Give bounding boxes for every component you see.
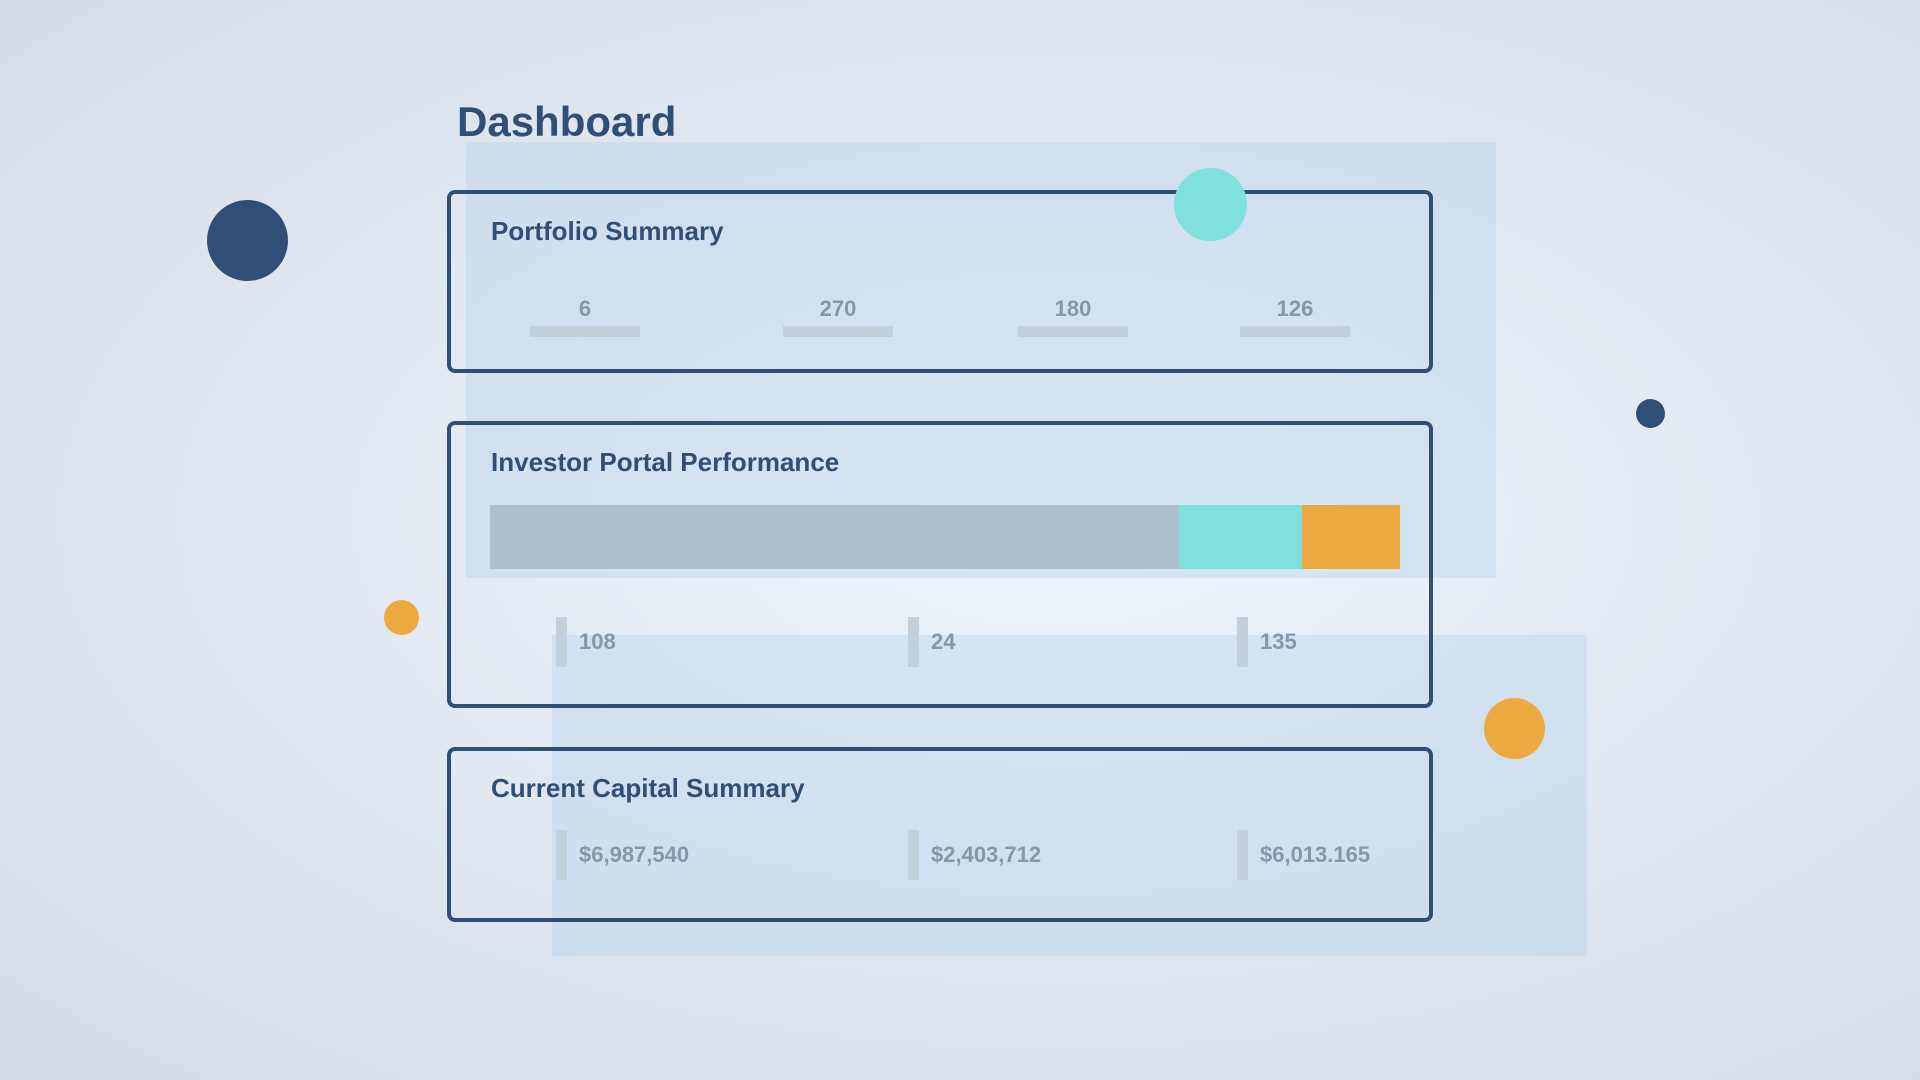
portfolio-summary-title: Portfolio Summary: [491, 216, 724, 246]
performance-metric-value: 135: [1260, 629, 1297, 654]
decorative-orange-circle-large: [1484, 698, 1545, 759]
performance-bar-segment-2: [1178, 505, 1302, 569]
portfolio-stat: 6: [530, 296, 640, 337]
capital-metric: $2,403,712: [908, 830, 1041, 880]
performance-metric-value: 24: [931, 629, 956, 654]
performance-metric: 108: [556, 617, 616, 667]
metric-marker: [908, 830, 919, 880]
investor-portal-performance-card: Investor Portal Performance 108 24 135: [447, 421, 1433, 708]
portfolio-stat-value: 180: [1054, 296, 1092, 321]
capital-metric-value: $6,987,540: [579, 842, 690, 867]
portfolio-stat-value: 126: [1276, 296, 1314, 321]
background-panel-bottom: [552, 635, 1587, 956]
portfolio-stat-value: 6: [578, 296, 592, 321]
metric-marker: [556, 830, 567, 880]
decorative-navy-circle-small: [1636, 399, 1665, 428]
performance-bar-segment-1: [490, 505, 1179, 569]
portfolio-summary-card: Portfolio Summary 6 270 180 126: [447, 190, 1433, 373]
performance-metric: 135: [1237, 617, 1297, 667]
portfolio-stat-value: 270: [819, 296, 857, 321]
investor-performance-title: Investor Portal Performance: [491, 447, 840, 477]
performance-metric: 24: [908, 617, 955, 667]
capital-metric-value: $2,403,712: [931, 842, 1042, 867]
page-title: Dashboard: [457, 98, 677, 145]
capital-metric: $6,987,540: [556, 830, 689, 880]
capital-summary-title: Current Capital Summary: [491, 773, 805, 803]
performance-metric-value: 108: [579, 629, 616, 654]
decorative-orange-circle-small: [384, 600, 419, 635]
metric-marker: [556, 617, 567, 667]
metric-marker: [908, 617, 919, 667]
portfolio-stat-bar: [783, 326, 893, 337]
portfolio-stat-bar: [530, 326, 640, 337]
metric-marker: [1237, 830, 1248, 880]
portfolio-stat: 180: [1018, 296, 1128, 337]
metric-marker: [1237, 617, 1248, 667]
decorative-teal-circle: [1174, 168, 1247, 241]
capital-metric: $6,013.165: [1237, 830, 1370, 880]
portfolio-stat: 126: [1240, 296, 1350, 337]
decorative-navy-circle-large: [207, 200, 288, 281]
performance-stacked-bar: [490, 505, 1400, 569]
capital-metric-value: $6,013.165: [1260, 842, 1371, 867]
portfolio-stat: 270: [783, 296, 893, 337]
portfolio-stat-bar: [1018, 326, 1128, 337]
current-capital-summary-card: Current Capital Summary $6,987,540 $2,40…: [447, 747, 1433, 922]
portfolio-stat-bar: [1240, 326, 1350, 337]
performance-bar-segment-3: [1301, 505, 1400, 569]
